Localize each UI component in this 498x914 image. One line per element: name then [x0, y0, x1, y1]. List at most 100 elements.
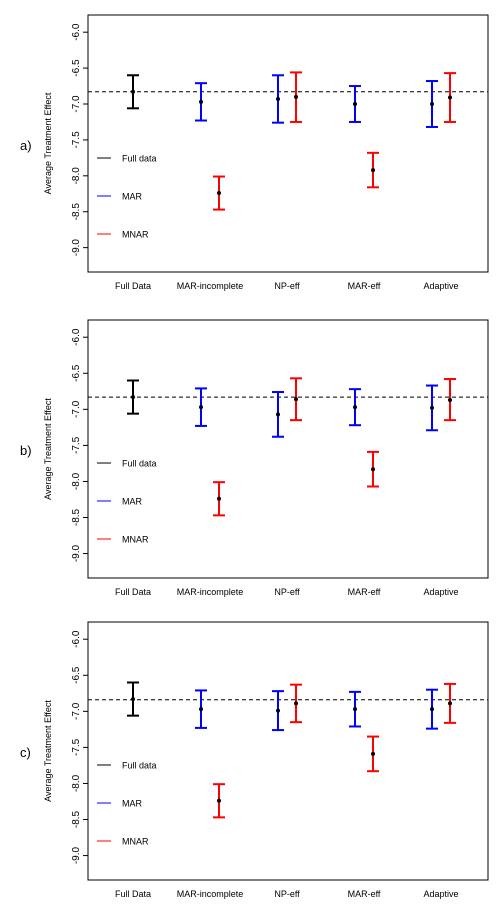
y-tick-label: -6.5 — [71, 666, 82, 684]
point-estimate — [448, 397, 452, 402]
y-axis-label: Average Treatment Effect — [43, 398, 53, 500]
error-bar — [349, 690, 361, 728]
legend-label: MAR — [122, 799, 143, 809]
plot-frame — [87, 14, 489, 273]
y-tick-label: -7.5 — [71, 738, 82, 756]
panel-label: b) — [20, 443, 32, 458]
legend-label: MAR — [122, 192, 143, 202]
x-category-label: Adaptive — [423, 889, 458, 899]
y-axis-label: Average Treatment Effect — [43, 700, 53, 802]
y-tick-label: -7.5 — [71, 436, 82, 454]
error-bar — [195, 387, 207, 427]
y-tick-label: -8.5 — [71, 203, 82, 221]
point-estimate — [131, 395, 135, 400]
legend-label: Full data — [122, 761, 157, 771]
legend-entry: MAR — [97, 497, 143, 507]
legend-entry: Full data — [97, 761, 157, 771]
error-bar — [127, 379, 139, 415]
point-estimate — [353, 707, 357, 712]
point-estimate — [353, 102, 357, 106]
error-bar — [444, 72, 456, 123]
error-bar — [426, 688, 438, 730]
error-bar — [349, 388, 361, 427]
y-tick-label: -9.0 — [71, 847, 82, 865]
error-bar — [272, 391, 284, 438]
point-estimate — [448, 95, 452, 100]
y-tick-label: -8.5 — [71, 508, 82, 526]
legend-label: MAR — [122, 497, 143, 507]
point-estimate — [294, 701, 298, 706]
chart-panel-3: -6.0 -6.5 -7.0 -7.5 -8.0 -8.5 -9.0 Average Trea… — [20, 621, 489, 899]
legend-entry: MAR — [97, 192, 143, 202]
y-tick-label: -6.0 — [71, 23, 82, 41]
y-tick-label: -7.5 — [71, 131, 82, 149]
error-bar — [127, 681, 139, 717]
error-bar — [426, 80, 438, 128]
x-category-label: NP-eff — [274, 587, 300, 597]
legend-entry: MNAR — [97, 535, 149, 545]
y-tick-label: -6.5 — [71, 364, 82, 382]
error-bar — [213, 783, 225, 819]
chart-panel-1: -6.0 -6.5 -7.0 -7.5 -8.0 -8.5 -9.0 Average Trea… — [20, 14, 489, 291]
plot-frame — [87, 319, 489, 579]
error-bar — [349, 85, 361, 123]
y-tick-label: -6.0 — [71, 630, 82, 648]
error-bar — [367, 735, 379, 773]
point-estimate — [199, 405, 203, 410]
point-estimate — [217, 496, 221, 501]
point-estimate — [294, 94, 298, 99]
legend-label: Full data — [122, 154, 157, 164]
point-estimate — [199, 707, 203, 712]
error-bar — [195, 689, 207, 729]
error-bar — [444, 682, 456, 724]
error-bar — [272, 690, 284, 732]
point-estimate — [276, 708, 280, 713]
point-estimate — [353, 405, 357, 410]
point-estimate — [217, 191, 221, 196]
point-estimate — [371, 168, 375, 173]
x-category-label: Full Data — [115, 587, 151, 597]
point-estimate — [276, 412, 280, 417]
point-estimate — [448, 701, 452, 706]
x-category-label: NP-eff — [274, 281, 300, 291]
legend-label: MNAR — [122, 837, 149, 847]
x-category-label: NP-eff — [274, 889, 300, 899]
y-axis-label: Average Treatment Effect — [43, 92, 53, 194]
x-category-label: Adaptive — [423, 587, 458, 597]
x-category-label: Adaptive — [423, 281, 458, 291]
point-estimate — [294, 397, 298, 402]
error-bar — [213, 175, 225, 211]
error-bar — [290, 377, 302, 422]
x-category-label: Full Data — [115, 889, 151, 899]
point-estimate — [199, 99, 203, 104]
y-tick-label: -8.0 — [71, 774, 82, 792]
x-category-label: MAR-incomplete — [177, 587, 244, 597]
error-bar — [444, 378, 456, 422]
error-bar — [290, 71, 302, 123]
error-bar — [367, 151, 379, 189]
y-tick-label: -8.0 — [71, 167, 82, 185]
y-tick-label: -7.0 — [71, 95, 82, 113]
legend-label: MNAR — [122, 535, 149, 545]
y-tick-label: -6.0 — [71, 328, 82, 346]
point-estimate — [430, 102, 434, 106]
x-category-label: MAR-eff — [348, 587, 381, 597]
point-estimate — [371, 467, 375, 472]
chart-panel-2: -6.0 -6.5 -7.0 -7.5 -8.0 -8.5 -9.0 Average Trea… — [20, 319, 489, 597]
x-category-label: MAR-incomplete — [177, 889, 244, 899]
error-bar — [367, 450, 379, 488]
point-estimate — [131, 697, 135, 702]
legend-entry: MNAR — [97, 230, 149, 240]
y-tick-label: -8.0 — [71, 472, 82, 490]
error-bar — [213, 481, 225, 517]
error-bar — [195, 82, 207, 122]
legend-entry: MNAR — [97, 837, 149, 847]
x-category-label: Full Data — [115, 281, 151, 291]
error-bar — [127, 74, 139, 110]
point-estimate — [371, 751, 375, 756]
x-category-label: MAR-eff — [348, 281, 381, 291]
error-bar — [426, 384, 438, 432]
point-estimate — [276, 96, 280, 101]
y-tick-label: -6.5 — [71, 59, 82, 77]
panel-label: c) — [20, 745, 31, 760]
